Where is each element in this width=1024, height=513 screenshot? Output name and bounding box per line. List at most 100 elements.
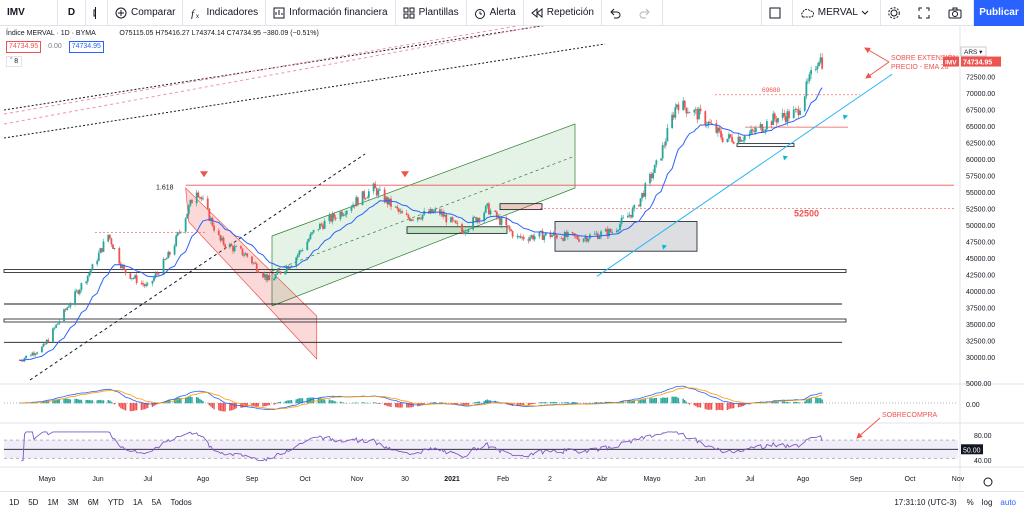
macd-histogram-bar bbox=[600, 402, 602, 404]
price-tick-label: 50000.00 bbox=[966, 223, 995, 230]
auto-toggle[interactable]: auto bbox=[1000, 498, 1016, 507]
candle bbox=[699, 108, 702, 112]
percent-toggle[interactable]: % bbox=[966, 498, 974, 507]
range-1m[interactable]: 1M bbox=[47, 498, 59, 507]
macd-histogram-bar bbox=[630, 400, 632, 404]
ask-price[interactable]: 74734.95 bbox=[68, 41, 104, 53]
candle bbox=[78, 289, 81, 294]
gear-icon bbox=[888, 6, 900, 19]
alert-button[interactable]: Alerta bbox=[467, 0, 524, 26]
macd-histogram-bar bbox=[633, 400, 635, 404]
macd-histogram-bar bbox=[154, 403, 157, 405]
macd-histogram-bar bbox=[432, 402, 435, 404]
macd-histogram-bar bbox=[224, 403, 226, 412]
macd-histogram-bar bbox=[431, 402, 433, 404]
overextension-label: PRECIO - EMA 20 bbox=[891, 64, 949, 71]
macd-histogram-bar bbox=[218, 403, 220, 411]
publish-button[interactable]: Publicar bbox=[974, 0, 1024, 26]
price-tick-label: 30000.00 bbox=[966, 355, 995, 362]
candle bbox=[274, 274, 277, 279]
macd-histogram-bar bbox=[652, 398, 654, 404]
candle bbox=[644, 183, 647, 197]
candle bbox=[797, 109, 800, 116]
snapshot-button[interactable] bbox=[941, 0, 974, 26]
candle bbox=[295, 257, 298, 266]
candle bbox=[677, 104, 680, 111]
macd-histogram-bar bbox=[202, 400, 204, 404]
candle bbox=[388, 198, 391, 205]
candle bbox=[440, 211, 443, 215]
macd-histogram-bar bbox=[322, 399, 324, 404]
currency-button[interactable] bbox=[960, 46, 987, 57]
candle bbox=[555, 235, 558, 239]
layout-button[interactable]: MERVAL bbox=[793, 0, 881, 26]
replay-button[interactable]: Repetición bbox=[524, 0, 602, 26]
settings-button[interactable] bbox=[881, 0, 911, 26]
candle bbox=[180, 231, 182, 233]
candle bbox=[450, 217, 452, 223]
chart-canvas[interactable]: 75000.0072500.0070000.0067500.0065000.00… bbox=[0, 26, 1024, 491]
macd-histogram-bar bbox=[540, 402, 542, 404]
log-toggle[interactable]: log bbox=[981, 498, 993, 507]
macd-histogram-bar bbox=[178, 397, 181, 404]
templates-button[interactable]: Plantillas bbox=[396, 0, 467, 26]
ema-20-line bbox=[19, 87, 823, 361]
candle bbox=[434, 209, 437, 212]
macd-histogram-bar bbox=[289, 400, 291, 404]
range-1a[interactable]: 1A bbox=[132, 498, 143, 507]
candle bbox=[86, 275, 89, 282]
macd-histogram-bar bbox=[57, 399, 59, 404]
clock-label[interactable]: 17:31:10 (UTC-3) bbox=[894, 498, 957, 507]
range-todos[interactable]: Todos bbox=[170, 498, 192, 507]
bid-price[interactable]: 74734.95 bbox=[6, 41, 42, 53]
macd-histogram-bar bbox=[295, 399, 297, 404]
macd-histogram-bar bbox=[410, 403, 413, 408]
macd-histogram-bar bbox=[80, 399, 83, 404]
interval-button[interactable]: D bbox=[58, 0, 86, 26]
candle bbox=[379, 189, 381, 191]
macd-histogram-bar bbox=[473, 402, 476, 404]
range-5a[interactable]: 5A bbox=[151, 498, 162, 507]
macd-histogram-bar bbox=[783, 401, 785, 404]
studies-toggle[interactable]: ˆ 8 bbox=[6, 56, 23, 67]
macd-histogram-bar bbox=[401, 403, 403, 408]
candle bbox=[739, 136, 741, 142]
range-6m[interactable]: 6M bbox=[87, 498, 99, 507]
symbol-search[interactable]: IMV bbox=[0, 0, 58, 26]
candle bbox=[135, 275, 138, 283]
annotation-arrow bbox=[865, 61, 890, 79]
candle bbox=[186, 213, 189, 219]
candle bbox=[765, 121, 768, 130]
redo-button[interactable] bbox=[632, 0, 663, 26]
macd-histogram-bar bbox=[485, 400, 487, 404]
candle bbox=[476, 217, 479, 223]
candle bbox=[552, 232, 555, 236]
range-3m[interactable]: 3M bbox=[67, 498, 79, 507]
macd-histogram-bar bbox=[453, 403, 455, 405]
range-5d[interactable]: 5D bbox=[28, 498, 39, 507]
candle bbox=[696, 109, 699, 120]
macd-histogram-bar bbox=[121, 403, 124, 410]
range-1d[interactable]: 1D bbox=[9, 498, 20, 507]
candle bbox=[318, 223, 321, 230]
axis-settings-icon[interactable] bbox=[983, 477, 993, 487]
range-ytd[interactable]: YTD bbox=[107, 498, 124, 507]
price-row: 74734.95 0.00 74734.95 bbox=[6, 41, 319, 53]
fullscreen-toggle[interactable] bbox=[760, 0, 793, 26]
macd-histogram-bar bbox=[793, 401, 795, 404]
time-tick-label: 30 bbox=[401, 476, 409, 483]
candle bbox=[604, 229, 607, 232]
candle bbox=[168, 251, 171, 255]
chart-type-button[interactable] bbox=[86, 0, 108, 26]
candle bbox=[792, 109, 795, 119]
candle bbox=[153, 277, 155, 281]
compare-button[interactable]: Comparar bbox=[108, 0, 184, 26]
macd-histogram-bar bbox=[807, 398, 809, 404]
maximize-button[interactable] bbox=[911, 0, 941, 26]
financials-button[interactable]: Información financiera bbox=[266, 0, 396, 26]
macd-histogram-bar bbox=[213, 403, 215, 410]
interval-label: D bbox=[67, 7, 76, 18]
undo-button[interactable] bbox=[602, 0, 632, 26]
macd-histogram-bar bbox=[440, 402, 443, 404]
